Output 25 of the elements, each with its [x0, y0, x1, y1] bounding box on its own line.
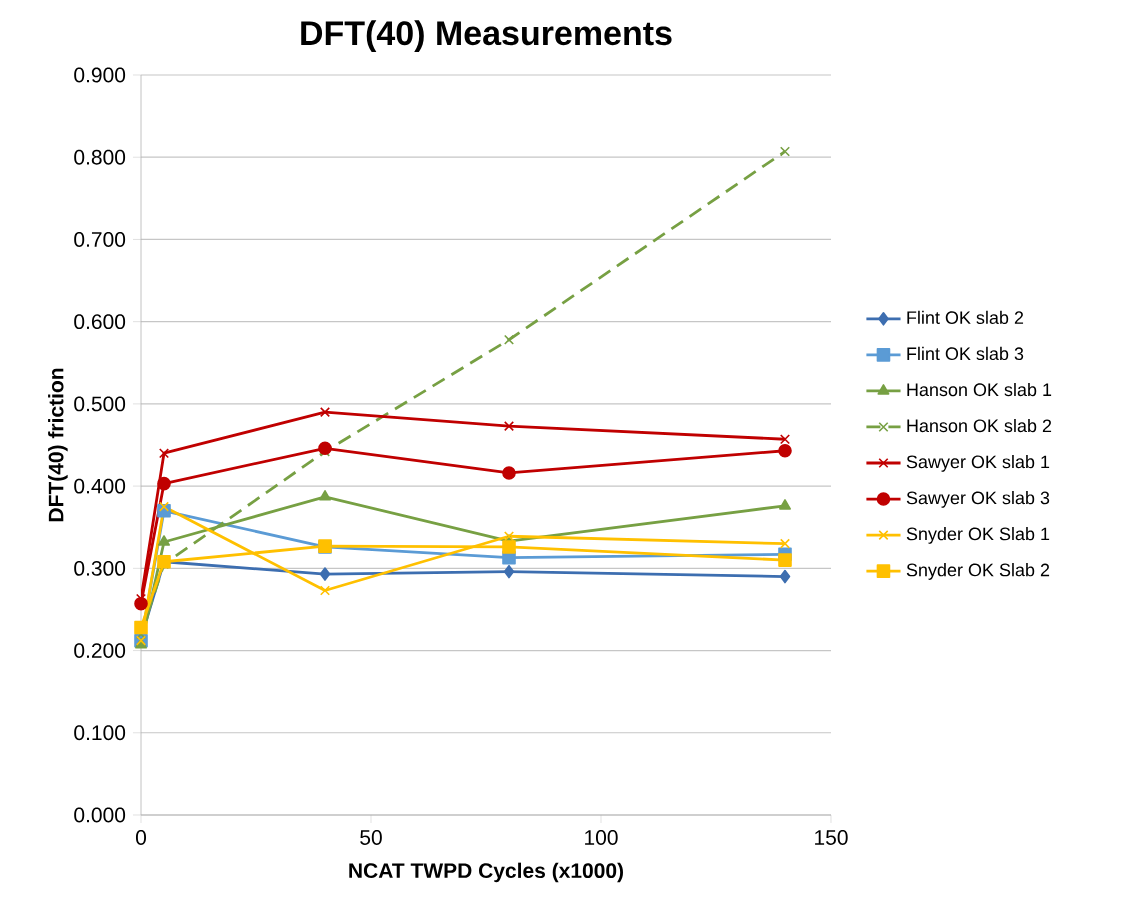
legend-label: Hanson OK slab 1	[907, 382, 1052, 397]
legend-label: Hanson OK slab 2	[907, 418, 1052, 433]
y-tick-label: 0.100	[74, 725, 126, 741]
legend-label: Sawyer OK slab 1	[906, 454, 1050, 472]
y-tick-label: 0.700	[74, 232, 126, 247]
legend-label: Sawyer OK slab 3	[906, 491, 1050, 508]
y-tick-label: 0.200	[74, 643, 126, 658]
x-tick-label: 150	[815, 830, 848, 845]
x-tick-label: 50	[360, 830, 382, 845]
legend-label: Flint OK slab 2	[907, 310, 1024, 325]
y-tick-label: 0.500	[74, 396, 126, 412]
y-tick-label: 0.600	[74, 314, 126, 330]
y-axis-title: DFT(40) friction	[48, 368, 68, 522]
x-tick-label: 100	[585, 830, 618, 845]
y-tick-label: 0.800	[74, 149, 126, 165]
legend-label: Snyder OK Slab 1	[906, 527, 1050, 544]
chart-title: DFT(40) Measurements	[301, 20, 672, 52]
y-tick-label: 0.300	[74, 560, 126, 576]
legend-label: Flint OK slab 3	[907, 346, 1024, 361]
y-tick-label: 0.000	[74, 807, 126, 823]
x-tick-label: 0	[135, 830, 147, 845]
y-tick-label: 0.900	[74, 67, 126, 83]
x-axis-title: NCAT TWPD Cycles (x1000)	[349, 862, 623, 883]
legend-label: Snyder OK Slab 2	[906, 563, 1050, 580]
y-tick-label: 0.400	[74, 478, 126, 494]
